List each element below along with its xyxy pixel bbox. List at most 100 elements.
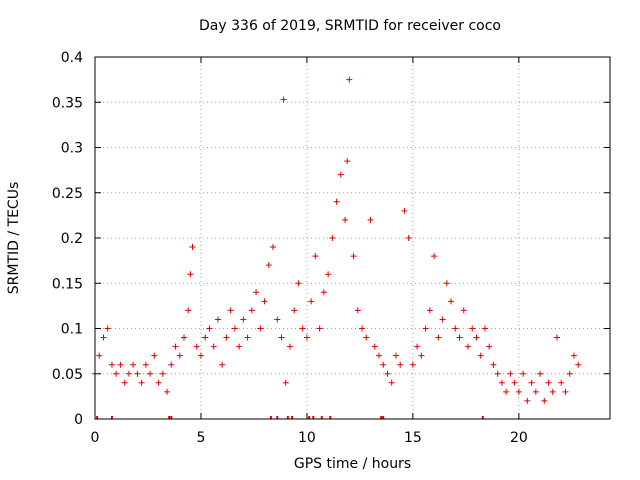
data-point bbox=[346, 76, 353, 83]
data-point bbox=[108, 361, 115, 368]
data-point bbox=[227, 307, 234, 314]
data-point bbox=[452, 325, 459, 332]
data-point bbox=[303, 334, 310, 341]
data-point bbox=[354, 307, 361, 314]
data-point bbox=[575, 361, 582, 368]
data-point bbox=[125, 370, 132, 377]
data-point bbox=[507, 370, 514, 377]
data-point bbox=[337, 171, 344, 178]
data-point bbox=[342, 216, 349, 223]
data-point bbox=[104, 325, 111, 332]
data-point bbox=[257, 325, 264, 332]
data-point bbox=[350, 253, 357, 260]
data-point bbox=[460, 307, 467, 314]
data-point bbox=[181, 334, 188, 341]
data-point bbox=[159, 370, 166, 377]
data-point bbox=[134, 370, 141, 377]
data-point bbox=[223, 334, 230, 341]
data-point bbox=[465, 343, 472, 350]
x-tick-label: 0 bbox=[91, 430, 100, 446]
data-point bbox=[541, 397, 548, 404]
data-point bbox=[210, 343, 217, 350]
data-point bbox=[214, 316, 221, 323]
data-point bbox=[477, 352, 484, 359]
data-point bbox=[329, 235, 336, 241]
x-tick-label: 10 bbox=[298, 430, 316, 446]
data-point bbox=[528, 379, 535, 386]
data-point bbox=[570, 352, 577, 359]
data-point bbox=[371, 343, 378, 350]
data-point bbox=[295, 280, 302, 287]
data-point bbox=[164, 388, 171, 395]
data-point bbox=[197, 352, 204, 359]
data-point bbox=[244, 334, 251, 341]
data-point bbox=[384, 370, 391, 377]
data-point bbox=[469, 325, 476, 332]
y-tick-label: 0.4 bbox=[61, 50, 83, 66]
data-point bbox=[113, 370, 120, 377]
data-point bbox=[172, 343, 179, 350]
data-point bbox=[409, 361, 416, 368]
x-tick-label: 20 bbox=[510, 430, 528, 446]
chart-title: Day 336 of 2019, SRMTID for receiver coc… bbox=[199, 18, 501, 34]
data-point bbox=[193, 343, 200, 350]
data-point bbox=[176, 352, 183, 359]
ticks-layer: 0 0.05 0.1 0.15 0.2 0.25 0.3 0.35 0.4 0 5 10 15 20 bbox=[52, 50, 610, 446]
data-point bbox=[511, 379, 518, 386]
data-point bbox=[308, 298, 315, 305]
x-tick-label: 5 bbox=[197, 430, 206, 446]
data-point bbox=[231, 325, 238, 332]
data-point bbox=[380, 361, 387, 368]
y-tick-label: 0.25 bbox=[52, 186, 83, 202]
y-tick-label: 0 bbox=[74, 412, 83, 428]
data-point bbox=[274, 316, 281, 323]
data-point bbox=[537, 370, 544, 377]
data-point bbox=[524, 397, 531, 404]
data-point bbox=[147, 370, 154, 377]
y-tick-label: 0.05 bbox=[52, 367, 83, 383]
data-point bbox=[261, 298, 268, 305]
data-point bbox=[558, 379, 565, 386]
data-point bbox=[168, 361, 175, 368]
data-point bbox=[448, 298, 455, 305]
data-point bbox=[236, 343, 243, 350]
data-point bbox=[151, 352, 158, 359]
data-point bbox=[431, 253, 438, 260]
data-point bbox=[363, 334, 370, 341]
x-axis-label: GPS time / hours bbox=[293, 456, 412, 472]
plot-frame bbox=[94, 56, 611, 420]
data-point bbox=[206, 325, 213, 332]
data-point bbox=[96, 352, 103, 359]
data-point bbox=[280, 96, 287, 103]
data-point bbox=[270, 244, 277, 251]
data-point bbox=[142, 361, 149, 368]
data-point bbox=[414, 343, 421, 350]
data-point bbox=[248, 307, 255, 314]
data-point bbox=[185, 307, 192, 314]
data-point bbox=[155, 379, 162, 386]
data-point bbox=[202, 334, 209, 341]
data-point bbox=[282, 379, 289, 386]
data-point bbox=[486, 343, 493, 350]
data-point bbox=[367, 216, 374, 223]
data-point bbox=[121, 379, 128, 386]
data-point bbox=[240, 316, 247, 323]
data-point bbox=[498, 379, 505, 386]
grid-layer bbox=[95, 57, 610, 419]
data-points-layer bbox=[92, 76, 582, 404]
data-point bbox=[481, 325, 488, 332]
data-point bbox=[291, 307, 298, 314]
data-point bbox=[388, 379, 395, 386]
data-point bbox=[375, 352, 382, 359]
y-tick-label: 0.35 bbox=[52, 95, 83, 111]
data-point bbox=[278, 334, 285, 341]
data-point bbox=[494, 370, 501, 377]
data-point bbox=[325, 271, 332, 278]
x-tick-label: 15 bbox=[404, 430, 422, 446]
data-point bbox=[130, 361, 137, 368]
data-point bbox=[320, 289, 327, 296]
y-tick-label: 0.3 bbox=[61, 141, 83, 157]
data-point bbox=[520, 370, 527, 377]
data-point bbox=[253, 289, 260, 296]
